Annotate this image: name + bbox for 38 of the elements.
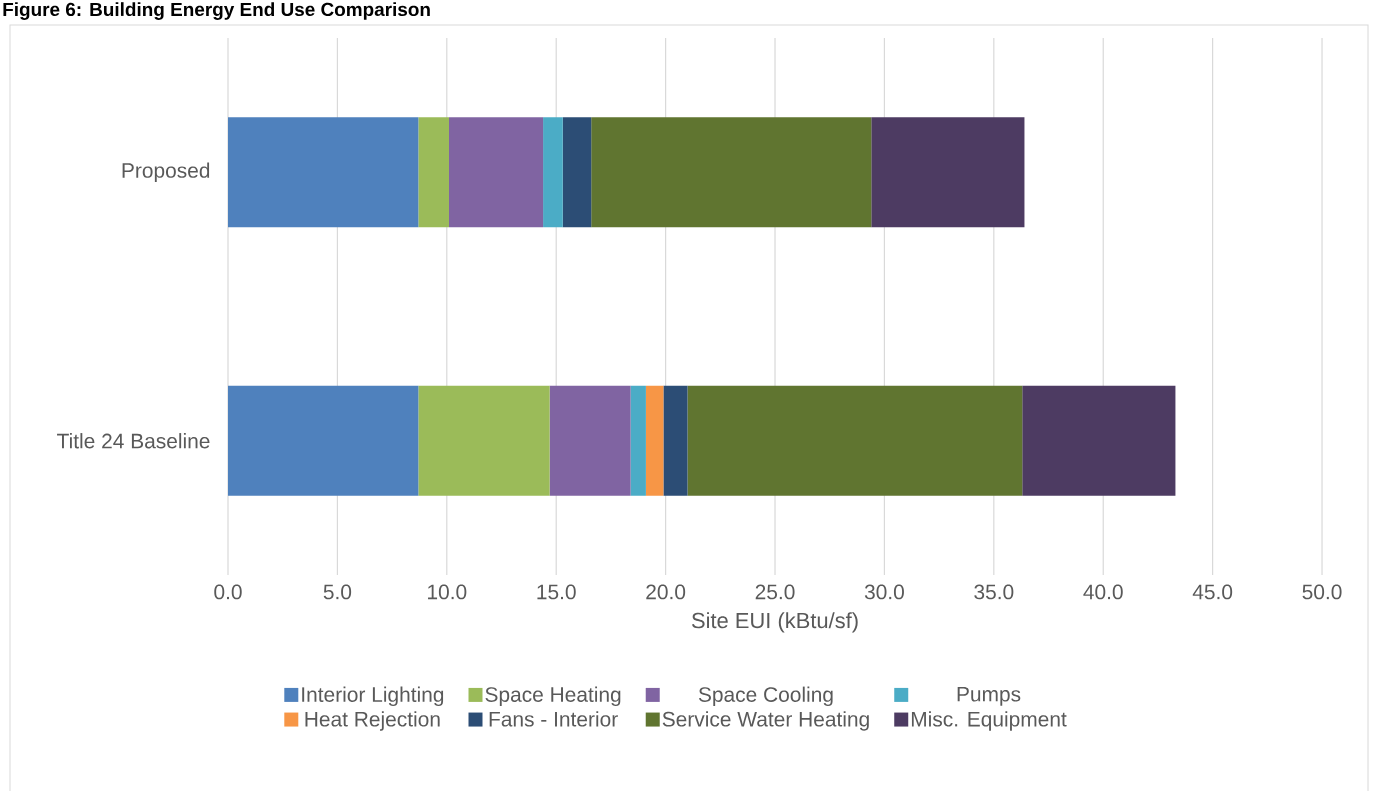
y-tick-label: Proposed: [122, 162, 210, 182]
bar: [228, 117, 419, 228]
bar: [549, 385, 631, 496]
bar: [663, 385, 688, 496]
legend-label: Misc. Equipment: [911, 711, 1067, 731]
y-tick-label: Title 24 Baseline: [57, 433, 210, 449]
x-axis-title: Site EUI (kBtu/sf): [691, 612, 858, 633]
x-tick-label: 45.0: [1192, 584, 1233, 600]
x-tick-label: 25.0: [755, 584, 795, 600]
bar: [630, 385, 646, 496]
bar: [871, 117, 1025, 228]
bar: [687, 385, 1023, 496]
bar: [418, 117, 449, 228]
bar: [645, 385, 664, 496]
legend-label: Space Heating: [485, 686, 621, 707]
bar: [418, 385, 550, 496]
legend-label: Fans - Interior: [489, 711, 618, 727]
x-tick-label: 50.0: [1302, 584, 1342, 600]
legend-label: Service Water Heating: [662, 711, 869, 731]
bar: [228, 385, 419, 496]
bar: [562, 117, 592, 228]
chart-title: Figure 6: Building Energy End Use Comparison: [3, 2, 430, 20]
legend-label: Pumps: [957, 686, 1021, 706]
x-tick-label: 30.0: [864, 584, 904, 600]
bar: [1022, 385, 1176, 496]
x-tick-label: 10.0: [428, 584, 467, 600]
bar: [543, 117, 563, 228]
legend-label: Interior Lighting: [302, 686, 444, 707]
x-tick-label: 20.0: [646, 584, 686, 600]
x-tick-label: 40.0: [1083, 584, 1123, 600]
bar: [449, 117, 544, 228]
bar: [591, 117, 872, 228]
x-tick-label: 15.0: [537, 584, 576, 600]
x-tick-label: 0.0: [214, 584, 242, 600]
legend-label: Space Cooling: [698, 686, 833, 707]
x-tick-label: 5.0: [323, 584, 352, 600]
x-tick-label: 35.0: [974, 584, 1014, 600]
legend-label: Heat Rejection: [305, 711, 440, 731]
